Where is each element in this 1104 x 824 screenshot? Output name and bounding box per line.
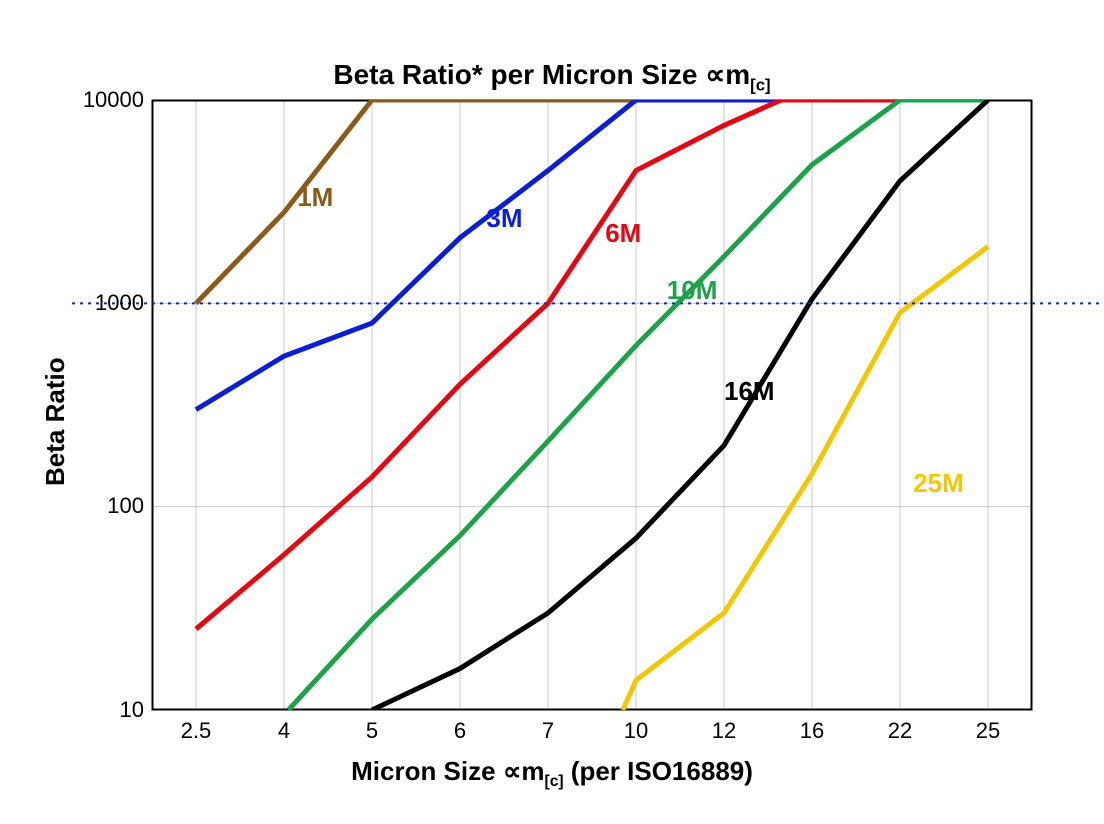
plot-area (152, 100, 1032, 710)
series-label-1M: 1M (297, 182, 333, 213)
series-label-10M: 10M (667, 275, 718, 306)
series-10M (288, 100, 988, 710)
x-tick-label: 25 (958, 718, 1018, 744)
x-tick-label: 4 (254, 718, 314, 744)
series-16M (372, 100, 988, 710)
series-label-3M: 3M (486, 203, 522, 234)
x-tick-label: 12 (694, 718, 754, 744)
x-tick-label: 7 (518, 718, 578, 744)
beta-ratio-chart: Beta Ratio* per Micron Size ∝m[c] Beta R… (0, 0, 1104, 824)
chart-title: Beta Ratio* per Micron Size ∝m[c] (0, 58, 1104, 96)
x-axis-label: Micron Size ∝m[c] (per ISO16889) (0, 756, 1104, 791)
series-label-25M: 25M (913, 468, 964, 499)
x-tick-label: 10 (606, 718, 666, 744)
y-tick-label: 10000 (83, 87, 144, 113)
x-tick-label: 6 (430, 718, 490, 744)
y-tick-label: 1000 (95, 290, 144, 316)
series-label-6M: 6M (605, 218, 641, 249)
x-tick-label: 16 (782, 718, 842, 744)
series-svg (152, 100, 1032, 710)
series-label-16M: 16M (724, 376, 775, 407)
series-3M (196, 100, 988, 410)
y-axis-label: Beta Ratio (40, 357, 71, 486)
y-tick-label: 100 (107, 493, 144, 519)
x-tick-label: 2.5 (166, 718, 226, 744)
x-tick-label: 5 (342, 718, 402, 744)
y-tick-label: 10 (120, 697, 144, 723)
x-tick-label: 22 (870, 718, 930, 744)
